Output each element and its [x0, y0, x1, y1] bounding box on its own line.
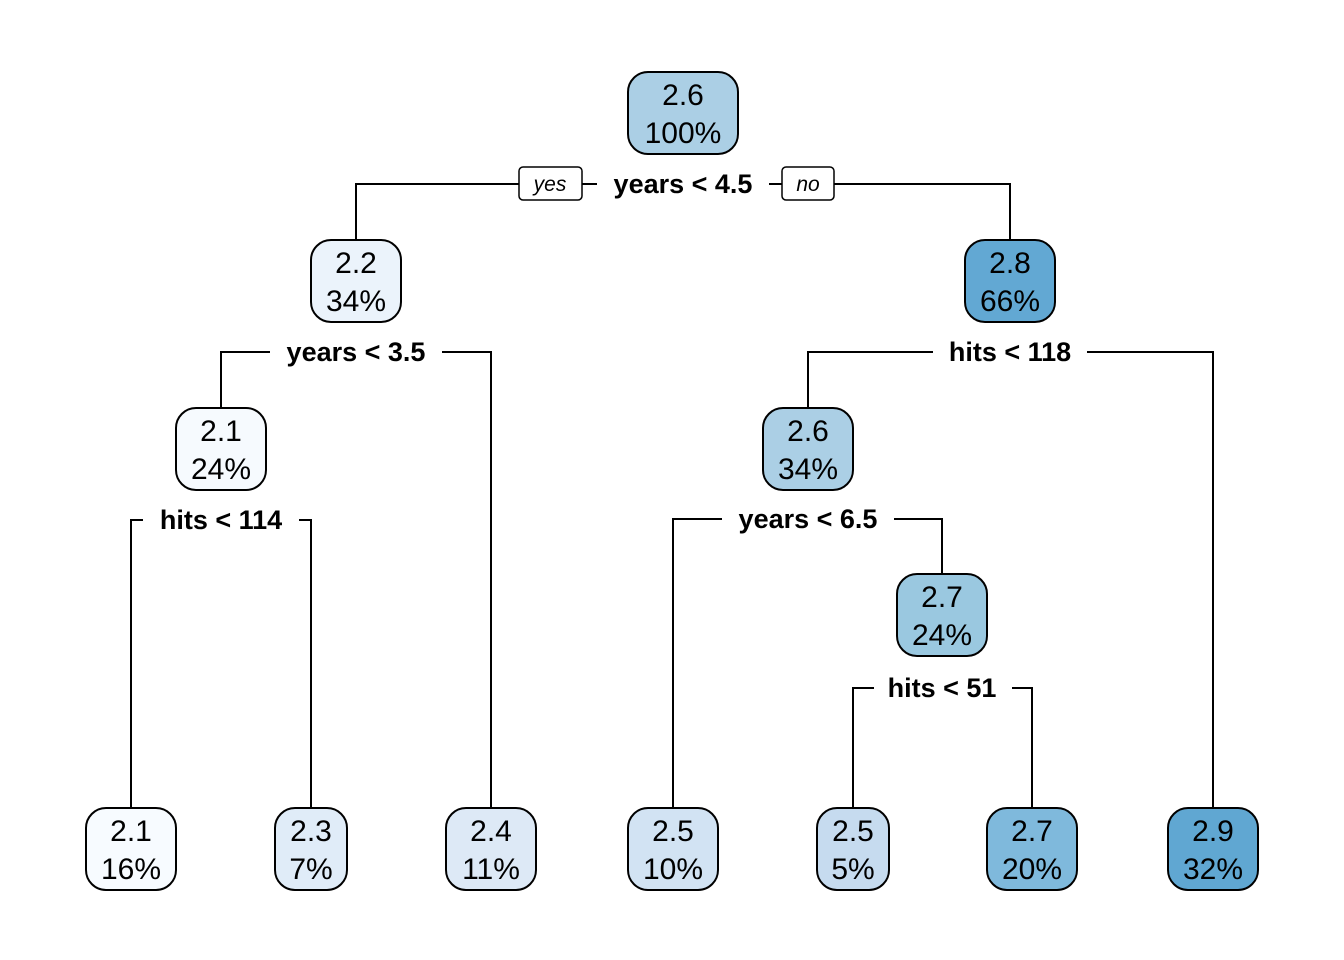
leaf-5-value: 2.5 [832, 815, 874, 848]
node-RL-box [762, 407, 854, 491]
node-LL-box [175, 407, 267, 491]
leaf-6-box [986, 807, 1078, 891]
node-LL: 2.1 24% [175, 407, 267, 491]
node-RL-percent: 34% [778, 453, 838, 486]
node-LL-value: 2.1 [200, 415, 242, 448]
leaf-5: 2.5 5% [816, 807, 890, 891]
edge-RLR [852, 687, 1033, 808]
leaf-7-value: 2.9 [1192, 815, 1234, 848]
leaf-1-percent: 16% [101, 853, 161, 886]
leaf-3-box [445, 807, 537, 891]
node-root: 2.6 100% [627, 71, 739, 155]
leaf-1-box [85, 807, 177, 891]
leaf-1: 2.1 16% [85, 807, 177, 891]
node-LL-percent: 24% [191, 453, 251, 486]
leaf-6-value: 2.7 [1011, 815, 1053, 848]
yes-tag [518, 166, 583, 201]
tree-nodes: 2.6 100% 2.2 34% 2.8 66% 2.1 24% 2.6 34%… [85, 71, 1259, 891]
edge-RL [672, 518, 943, 808]
leaf-4-value: 2.5 [652, 815, 694, 848]
leaf-7-box [1167, 807, 1259, 891]
split-label-L: years < 3.5 [287, 337, 426, 367]
branch-tags: yes no [518, 166, 835, 201]
split-label-LL: hits < 114 [160, 505, 282, 535]
node-R-box [964, 239, 1056, 323]
leaf-4-percent: 10% [643, 853, 703, 886]
split-label-root: years < 4.5 [614, 169, 753, 199]
node-RLR-box [896, 573, 988, 657]
node-RLR-percent: 24% [912, 619, 972, 652]
node-R-percent: 66% [980, 285, 1040, 318]
leaf-1-value: 2.1 [110, 815, 152, 848]
node-L-box [310, 239, 402, 323]
leaf-2-percent: 7% [289, 853, 332, 886]
leaf-6-percent: 20% [1002, 853, 1062, 886]
edge-LL [130, 519, 312, 808]
node-root-box [627, 71, 739, 155]
no-tag-label: no [796, 173, 820, 196]
node-root-value: 2.6 [662, 79, 704, 112]
node-L: 2.2 34% [310, 239, 402, 323]
node-RL-value: 2.6 [787, 415, 829, 448]
yes-tag-label: yes [532, 173, 567, 196]
node-R: 2.8 66% [964, 239, 1056, 323]
leaf-2: 2.3 7% [274, 807, 348, 891]
leaf-5-box [816, 807, 890, 891]
split-label-RL: years < 6.5 [739, 504, 878, 534]
node-L-value: 2.2 [335, 247, 377, 280]
leaf-7-percent: 32% [1183, 853, 1243, 886]
leaf-5-percent: 5% [831, 853, 874, 886]
leaf-2-value: 2.3 [290, 815, 332, 848]
split-label-RLR: hits < 51 [888, 673, 997, 703]
node-root-percent: 100% [645, 117, 722, 150]
edge-R [807, 351, 1214, 808]
node-RLR: 2.7 24% [896, 573, 988, 657]
leaf-4: 2.5 10% [627, 807, 719, 891]
leaf-6: 2.7 20% [986, 807, 1078, 891]
leaf-4-box [627, 807, 719, 891]
split-label-R: hits < 118 [949, 337, 1071, 367]
node-RLR-value: 2.7 [921, 581, 963, 614]
split-labels: years < 4.5 years < 3.5 hits < 118 hits … [143, 168, 1087, 704]
node-RL: 2.6 34% [762, 407, 854, 491]
leaf-3-value: 2.4 [470, 815, 512, 848]
no-tag [781, 166, 835, 201]
leaf-3: 2.4 11% [445, 807, 537, 891]
leaf-3-percent: 11% [462, 853, 520, 886]
node-R-value: 2.8 [989, 247, 1031, 280]
leaf-2-box [274, 807, 348, 891]
node-L-percent: 34% [326, 285, 386, 318]
leaf-7: 2.9 32% [1167, 807, 1259, 891]
